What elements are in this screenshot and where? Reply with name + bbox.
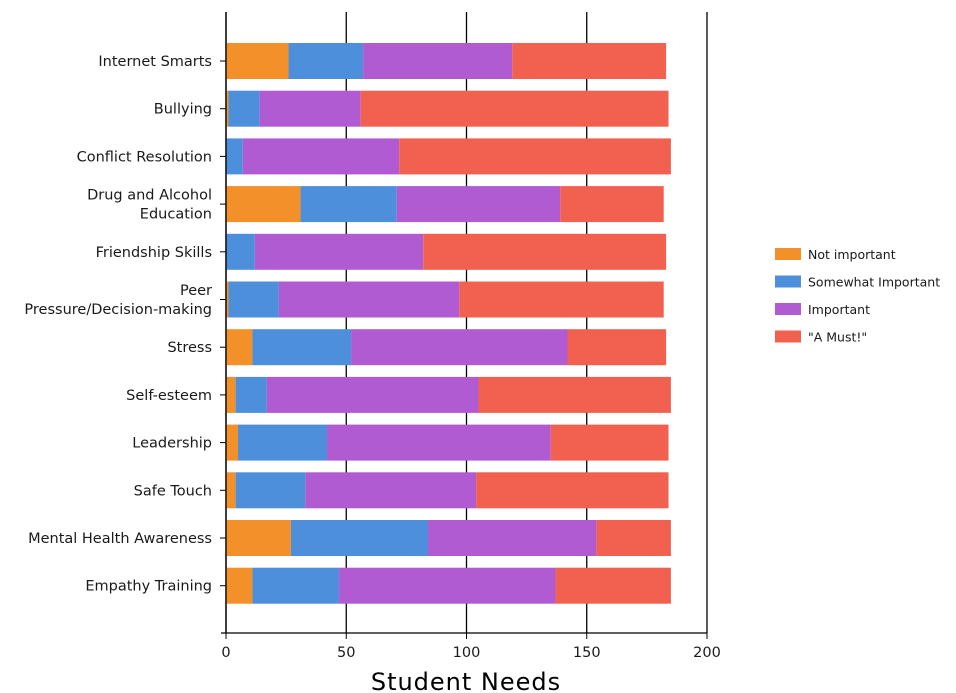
bar-segment bbox=[266, 376, 479, 413]
bar-segment bbox=[226, 186, 301, 223]
bar-segment bbox=[339, 567, 556, 604]
bar-segment bbox=[423, 233, 667, 270]
x-tick-label: 50 bbox=[337, 645, 355, 661]
bar-segment bbox=[235, 472, 306, 509]
category-label: Self-esteem bbox=[126, 388, 212, 404]
bar-segment bbox=[550, 424, 669, 461]
bar-segment bbox=[226, 233, 255, 270]
bar-segment bbox=[252, 567, 340, 604]
bar-segment bbox=[567, 329, 667, 366]
bar-segment bbox=[235, 376, 267, 413]
bar-segment bbox=[242, 138, 400, 175]
category-label: Empathy Training bbox=[85, 579, 212, 595]
category-label: Friendship Skills bbox=[96, 245, 212, 261]
bar-segment bbox=[226, 138, 243, 175]
category-label: Drug and Alcohol Education bbox=[87, 188, 212, 223]
bar-segment bbox=[327, 424, 551, 461]
bar-segment bbox=[555, 567, 671, 604]
legend-swatch bbox=[775, 303, 801, 315]
bar-segment bbox=[290, 520, 429, 556]
category-label: Conflict Resolution bbox=[77, 149, 212, 165]
category-label: Stress bbox=[167, 340, 212, 356]
legend-label: "A Must!" bbox=[808, 330, 867, 345]
category-label: Bullying bbox=[154, 102, 212, 118]
bar-segment bbox=[476, 472, 669, 509]
bar-segment bbox=[360, 90, 669, 127]
bar-segment bbox=[254, 233, 424, 270]
bar-segment bbox=[278, 281, 460, 318]
bar-segment bbox=[399, 138, 671, 175]
bar-segment bbox=[596, 520, 671, 556]
bar-segment bbox=[226, 520, 291, 556]
x-axis-title: Student Needs bbox=[371, 668, 561, 693]
bar-segment bbox=[226, 90, 229, 127]
bar-segment bbox=[228, 90, 260, 127]
bar-segment bbox=[238, 424, 328, 461]
bar-segment bbox=[252, 329, 352, 366]
category-label: Peer Pressure/Decision-making bbox=[24, 283, 212, 318]
bar-segment bbox=[259, 90, 361, 127]
x-tick-label: 200 bbox=[693, 645, 721, 661]
bar-segment bbox=[512, 43, 667, 79]
x-tick-label: 100 bbox=[453, 645, 481, 661]
bar-segment bbox=[226, 329, 253, 366]
bar-segment bbox=[396, 186, 561, 223]
category-label: Mental Health Awareness bbox=[28, 531, 212, 547]
x-tick-label: 150 bbox=[573, 645, 601, 661]
legend-label: Important bbox=[808, 302, 870, 317]
bar-segment bbox=[459, 281, 664, 318]
bar-segment bbox=[226, 472, 236, 509]
category-label: Leadership bbox=[132, 436, 212, 452]
bar-segment bbox=[226, 567, 253, 604]
category-label: Safe Touch bbox=[134, 483, 212, 499]
bar-segment bbox=[478, 376, 671, 413]
bar-segment bbox=[428, 520, 597, 556]
bar-segment bbox=[226, 43, 289, 79]
bar-segment bbox=[226, 424, 239, 461]
x-tick-label: 0 bbox=[221, 645, 230, 661]
bar-segment bbox=[363, 43, 513, 79]
bar-segment bbox=[305, 472, 477, 509]
bar-segment bbox=[288, 43, 364, 79]
legend-label: Not important bbox=[808, 247, 896, 262]
bar-segment bbox=[226, 281, 229, 318]
legend-label: Somewhat Important bbox=[808, 275, 940, 290]
legend-swatch bbox=[775, 248, 801, 260]
bar-segment bbox=[351, 329, 568, 366]
bar-segment bbox=[228, 281, 279, 318]
bar-segment bbox=[300, 186, 397, 223]
legend-swatch bbox=[775, 330, 801, 343]
bar-segment bbox=[226, 376, 236, 413]
legend-swatch bbox=[775, 275, 801, 288]
bar-segment bbox=[560, 186, 664, 223]
category-label: Internet Smarts bbox=[98, 54, 212, 70]
